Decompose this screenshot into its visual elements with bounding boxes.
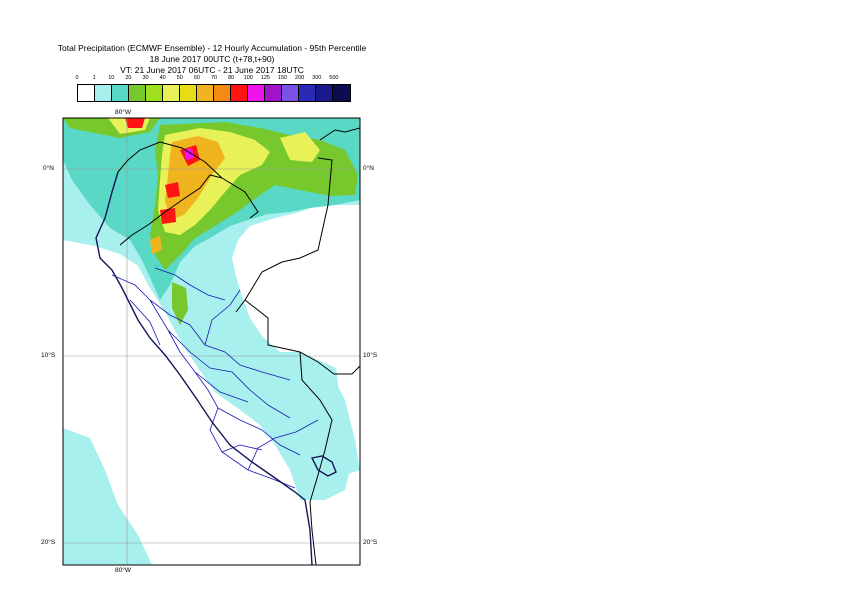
colorbar: [77, 84, 351, 102]
colorbar-tick-label: 40: [159, 75, 166, 81]
national-borders: [117, 127, 360, 565]
colorbar-tick-label: 125: [260, 75, 270, 81]
colorbar-swatch: [214, 85, 231, 101]
colorbar-swatch: [129, 85, 146, 101]
precip-yellow-east: [280, 132, 320, 162]
lat-label-20s-left: 20°S: [41, 539, 56, 546]
map-base-time: 18 June 2017 00UTC (t+78,t+90): [149, 54, 275, 64]
colorbar-swatch: [197, 85, 214, 101]
colorbar-tick-label: 100: [243, 75, 253, 81]
lat-label-0-right: 0°N: [363, 165, 374, 172]
precip-red-core-3: [160, 208, 176, 224]
colorbar-swatch: [112, 85, 129, 101]
colorbar-tick-label: 70: [210, 75, 218, 81]
colorbar-swatch: [95, 85, 112, 101]
precip-cyan-offshore: [63, 428, 152, 565]
colorbar-swatch: [299, 85, 316, 101]
colorbar-tick-label: 30: [142, 75, 149, 81]
colorbar-swatch: [282, 85, 299, 101]
lon-label-top: 80°W: [115, 109, 131, 116]
precip-green-andes: [172, 282, 188, 325]
lat-label-10s-right: 10°S: [363, 352, 378, 359]
colorbar-swatch: [78, 85, 95, 101]
precip-orange-core: [165, 136, 225, 220]
colorbar-tick-label: 50: [176, 75, 183, 81]
map-title: Total Precipitation (ECMWF Ensemble) - 1…: [57, 43, 367, 53]
colorbar-tick-label: 200: [295, 75, 305, 81]
colorbar-tick-label: 0: [75, 75, 79, 81]
colorbar-swatch: [248, 85, 265, 101]
colorbar-tick-label: 10: [108, 75, 115, 81]
colorbar-swatch: [180, 85, 197, 101]
lat-label-10s-left: 10°S: [41, 352, 56, 359]
colorbar-swatch: [333, 85, 350, 101]
lake-titicaca: [310, 455, 337, 477]
colorbar-swatch: [146, 85, 163, 101]
lat-label-20s-right: 20°S: [363, 539, 378, 546]
colorbar-swatch: [265, 85, 282, 101]
department-boundaries: [111, 267, 319, 489]
colorbar-tick-label: 60: [193, 75, 200, 81]
precip-cyan-amazon: [280, 365, 360, 475]
precip-red-core-4: [125, 118, 145, 128]
map-valid-time: VT: 21 June 2017 06UTC - 21 June 2017 18…: [120, 65, 304, 75]
colorbar-tick-label: 150: [277, 75, 288, 81]
colorbar-swatch: [231, 85, 248, 101]
lon-label-bottom: 80°W: [115, 567, 131, 574]
colorbar-swatch: [163, 85, 180, 101]
colorbar-swatch: [316, 85, 333, 101]
colorbar-tick-label: 1: [92, 75, 96, 81]
lat-label-0-left: 0°N: [43, 165, 54, 172]
colorbar-tick-label: 20: [125, 75, 132, 81]
precip-orange-spot: [150, 236, 162, 254]
coastline: [95, 171, 313, 565]
colorbar-tick-label: 300: [312, 75, 322, 81]
colorbar-tick-label: 500: [329, 75, 339, 81]
map-frame: [62, 117, 361, 566]
precip-red-core-2: [165, 182, 180, 198]
colorbar-tick-label: 80: [228, 75, 235, 81]
